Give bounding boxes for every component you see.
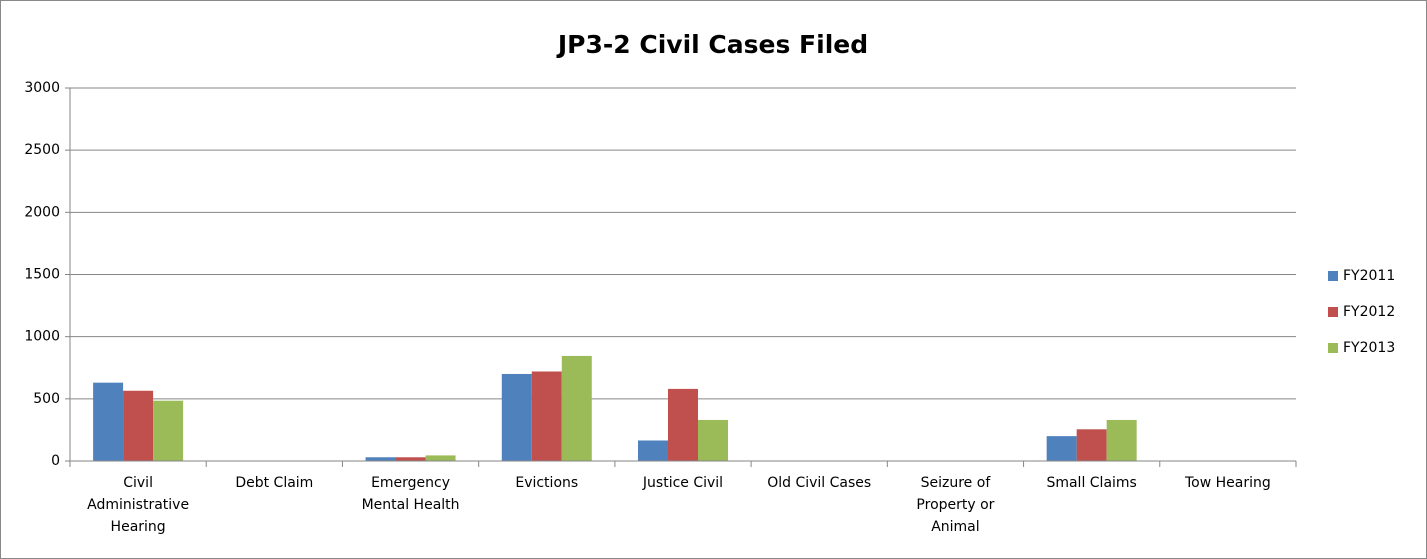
x-tick-label: Tow Hearing <box>1184 475 1271 491</box>
x-tick-label: Seizure of Property or Animal <box>916 475 994 535</box>
y-tick-label: 1500 <box>24 267 60 283</box>
bar <box>365 457 396 461</box>
x-tick-label: Debt Claim <box>235 475 313 491</box>
bar <box>638 440 668 461</box>
x-tick-label: Emergency Mental Health <box>362 475 460 513</box>
legend-label: FY2012 <box>1343 304 1395 320</box>
y-tick-label: 0 <box>51 453 60 469</box>
bar <box>395 457 426 461</box>
bar <box>531 371 562 461</box>
bar <box>668 388 698 461</box>
bar <box>1046 436 1077 461</box>
bar <box>698 419 728 461</box>
bar <box>123 390 154 461</box>
bar <box>425 455 456 461</box>
y-tick-label: 3000 <box>24 80 60 96</box>
y-tick-label: 500 <box>33 391 60 407</box>
x-tick-label: Evictions <box>515 475 578 491</box>
x-tick-label: Justice Civil <box>642 475 723 491</box>
x-tick-label: Small Claims <box>1046 475 1136 491</box>
bar <box>93 382 124 461</box>
bar <box>1106 419 1137 461</box>
y-tick-label: 1000 <box>24 329 60 345</box>
x-tick-label: Old Civil Cases <box>767 475 871 491</box>
y-tick-label: 2500 <box>24 142 60 158</box>
legend-label: FY2011 <box>1343 268 1395 284</box>
bar <box>561 355 592 461</box>
legend-swatch <box>1328 271 1338 281</box>
y-tick-label: 2000 <box>24 204 60 220</box>
x-tick-label: Civil Administrative Hearing <box>87 475 189 535</box>
legend-label: FY2013 <box>1343 340 1395 356</box>
bar <box>501 373 532 461</box>
bar <box>1076 429 1107 461</box>
legend-swatch <box>1328 307 1338 317</box>
bar <box>153 400 184 461</box>
legend-swatch <box>1328 343 1338 353</box>
chart-title: JP3-2 Civil Cases Filed <box>556 30 868 59</box>
